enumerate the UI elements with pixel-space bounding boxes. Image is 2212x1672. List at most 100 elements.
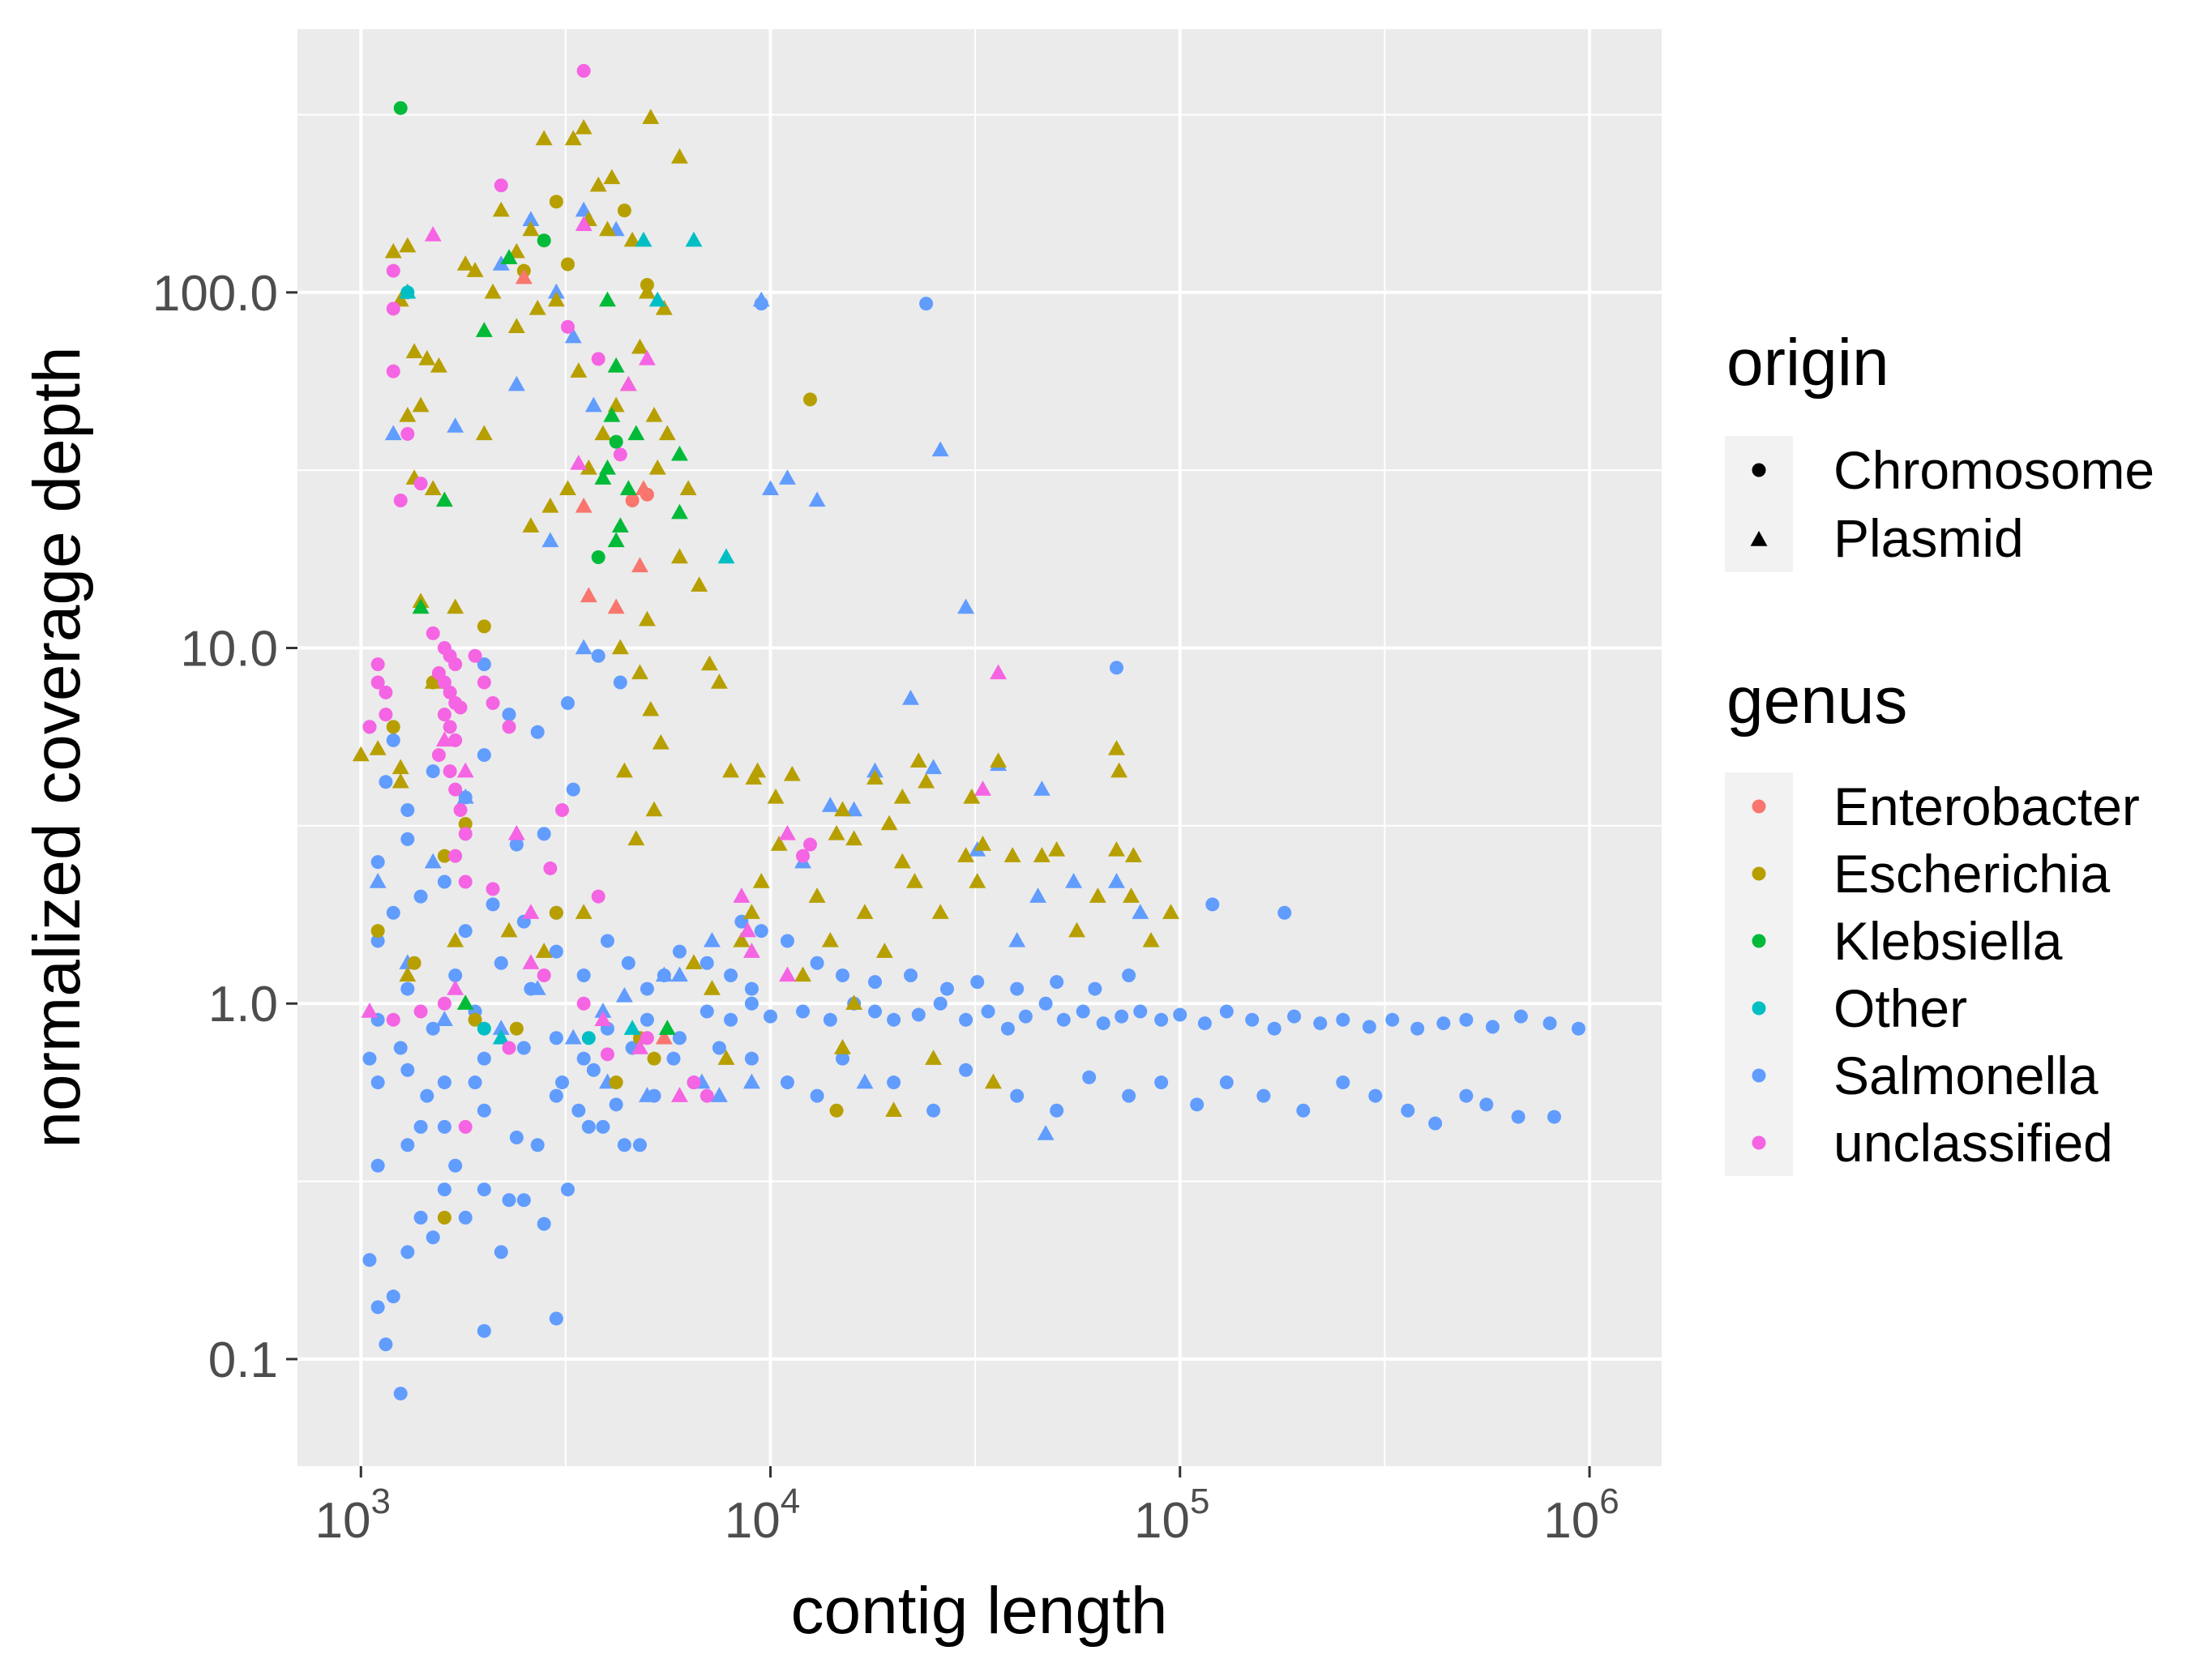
point-enterobacter-plasmid (631, 557, 648, 573)
point-salmonella-plasmid (856, 1073, 874, 1089)
point-salmonella-chromosome (1190, 1097, 1204, 1112)
point-unclassified-chromosome (458, 1119, 473, 1134)
point-salmonella-plasmid (710, 1087, 728, 1102)
point-salmonella-chromosome (549, 1088, 563, 1103)
point-escherichia-plasmid (931, 904, 949, 919)
point-salmonella-plasmid (435, 1011, 453, 1026)
point-escherichia-plasmid (652, 733, 670, 750)
point-escherichia-plasmid (430, 357, 447, 373)
point-salmonella-chromosome (959, 1012, 973, 1027)
point-salmonella-chromosome (1256, 1088, 1271, 1103)
point-salmonella-chromosome (1000, 1021, 1015, 1036)
point-salmonella-plasmid (528, 980, 546, 995)
point-escherichia-plasmid (399, 966, 417, 982)
point-salmonella-plasmid (584, 396, 602, 413)
point-other-plasmid (648, 291, 666, 307)
point-klebsiella-chromosome (609, 434, 623, 449)
point-salmonella-plasmid (564, 327, 582, 344)
point-salmonella-chromosome (919, 297, 934, 311)
point-escherichia-plasmid (918, 772, 935, 789)
point-enterobacter-plasmid (575, 497, 593, 513)
point-unclassified-chromosome (426, 626, 440, 640)
point-escherichia-plasmid (703, 980, 721, 995)
point-escherichia-plasmid (957, 847, 975, 862)
point-escherichia-plasmid (1068, 922, 1085, 938)
point-escherichia-plasmid (575, 904, 593, 919)
point-salmonella-chromosome (835, 1051, 849, 1066)
point-salmonella-chromosome (1010, 1088, 1025, 1103)
point-salmonella-plasmid (1132, 904, 1149, 919)
point-unclassified-plasmid (570, 455, 588, 470)
point-klebsiella-plasmid (475, 322, 493, 337)
point-unclassified-chromosome (400, 426, 415, 441)
point-unclassified-plasmid (424, 226, 442, 242)
point-salmonella-chromosome (810, 1088, 824, 1103)
point-escherichia-plasmid (880, 815, 898, 831)
point-escherichia-plasmid (722, 762, 740, 778)
point-salmonella-plasmid (541, 532, 559, 548)
point-salmonella-chromosome (530, 1138, 545, 1152)
point-salmonella-chromosome (393, 1041, 408, 1055)
point-unclassified-chromosome (555, 803, 570, 818)
point-escherichia-plasmid (906, 873, 923, 888)
point-escherichia-plasmid (507, 242, 525, 259)
point-escherichia-plasmid (925, 1050, 943, 1065)
point-klebsiella-plasmid (627, 425, 645, 441)
point-salmonella-plasmid (1037, 1125, 1055, 1140)
point-salmonella-chromosome (477, 1182, 491, 1197)
point-salmonella-chromosome (596, 1119, 610, 1134)
point-salmonella-plasmid (447, 417, 464, 433)
legend-genus-key-background (1725, 772, 1793, 1176)
point-salmonella-chromosome (437, 1182, 451, 1197)
point-salmonella-chromosome (379, 1337, 393, 1352)
point-salmonella-chromosome (744, 996, 759, 1011)
point-salmonella-plasmid (845, 801, 863, 817)
y-axis-title: normalized coverage depth (20, 346, 94, 1148)
point-escherichia-plasmid (742, 904, 760, 919)
point-salmonella-chromosome (1076, 1004, 1090, 1019)
point-unclassified-chromosome (443, 764, 457, 779)
point-unclassified-chromosome (458, 827, 473, 841)
point-salmonella-chromosome (764, 1009, 778, 1024)
point-salmonella-chromosome (581, 1119, 596, 1134)
point-salmonella-chromosome (426, 1021, 440, 1036)
point-escherichia-plasmid (670, 548, 688, 564)
point-salmonella-plasmid (752, 291, 770, 307)
legend-key-salmonella (1752, 1068, 1766, 1083)
point-escherichia-plasmid (685, 954, 703, 969)
y-tick-label: 0.1 (208, 1332, 278, 1388)
point-unclassified-chromosome (443, 685, 457, 699)
point-salmonella-chromosome (640, 1012, 654, 1027)
point-escherichia-chromosome (437, 849, 451, 863)
point-salmonella-chromosome (613, 675, 627, 690)
point-salmonella-chromosome (1479, 1097, 1494, 1112)
point-unclassified-plasmid (522, 954, 540, 969)
point-escherichia-plasmid (456, 255, 474, 271)
point-escherichia-plasmid (447, 931, 464, 947)
point-salmonella-chromosome (555, 1075, 570, 1090)
point-escherichia-plasmid (691, 576, 708, 592)
point-escherichia-plasmid (1162, 904, 1179, 919)
point-escherichia-plasmid (834, 1039, 851, 1054)
point-escherichia-plasmid (745, 769, 763, 785)
point-salmonella-chromosome (887, 1075, 901, 1090)
point-salmonella-chromosome (576, 1051, 591, 1066)
point-klebsiella-plasmid (603, 406, 621, 422)
point-salmonella-chromosome (437, 874, 451, 889)
point-salmonella-chromosome (1336, 1012, 1350, 1027)
point-escherichia-plasmid (547, 291, 565, 307)
point-salmonella-chromosome (1038, 996, 1053, 1011)
point-unclassified-plasmid (447, 980, 464, 995)
point-unclassified-chromosome (448, 782, 463, 797)
point-salmonella-plasmid (925, 759, 943, 775)
point-escherichia-plasmid (974, 836, 991, 851)
point-salmonella-plasmid (564, 1028, 582, 1045)
point-salmonella-chromosome (516, 1193, 531, 1208)
point-unclassified-chromosome (802, 837, 817, 852)
point-unclassified-chromosome (448, 657, 463, 672)
point-unclassified-plasmid (522, 904, 540, 919)
point-salmonella-chromosome (867, 975, 882, 990)
point-salmonella-chromosome (426, 764, 440, 779)
legend-origin: origin Chromosome Plasmid (1725, 326, 2154, 572)
